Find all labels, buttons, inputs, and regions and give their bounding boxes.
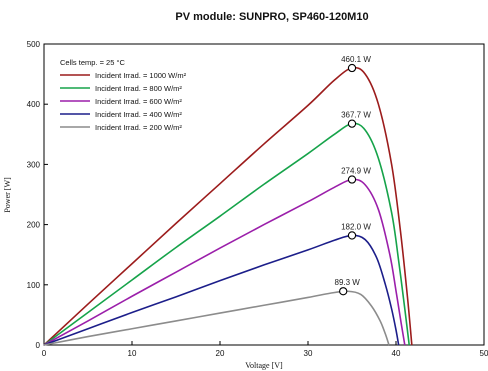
- y-tick-label-0: 0: [36, 341, 41, 350]
- mpp-point-1: [347, 119, 357, 128]
- legend-label-2: Incident Irrad. = 600 W/m²: [95, 97, 182, 106]
- mpp-point-2: [347, 175, 357, 184]
- mpp-point-0: [347, 63, 357, 73]
- series-layer: [43, 66, 413, 346]
- x-tick-label-1: 10: [128, 349, 137, 358]
- mpp-label-4: 89.3 W: [335, 278, 361, 287]
- mpp-label-3: 182.0 W: [341, 222, 371, 231]
- series-line-0: [43, 66, 413, 346]
- legend-header: Cells temp. = 25 °C: [60, 58, 125, 67]
- y-tick-label-4: 400: [27, 100, 41, 109]
- legend-label-4: Incident Irrad. = 200 W/m²: [95, 123, 182, 132]
- mpp-point-3: [347, 231, 357, 240]
- legend-label-3: Incident Irrad. = 400 W/m²: [95, 110, 182, 119]
- mpp-label-1: 367.7 W: [341, 111, 371, 120]
- series-line-4: [43, 290, 390, 346]
- x-tick-label-5: 50: [480, 349, 488, 358]
- series-line-2: [43, 178, 406, 346]
- series-line-1: [43, 122, 410, 346]
- x-tick-label-0: 0: [42, 349, 47, 358]
- mpp-point-4: [339, 287, 348, 296]
- y-tick-label-5: 500: [27, 40, 41, 49]
- x-tick-label-3: 30: [304, 349, 313, 358]
- chart-title: PV module: SUNPRO, SP460-120M10: [175, 11, 368, 23]
- mpp-label-2: 274.9 W: [341, 167, 371, 176]
- y-tick-label-2: 200: [27, 221, 41, 230]
- y-tick-label-1: 100: [27, 281, 41, 290]
- series-line-3: [43, 234, 400, 346]
- x-axis-label: Voltage [V]: [245, 361, 283, 370]
- legend: Incident Irrad. = 1000 W/m² Incident Irra…: [60, 71, 187, 132]
- y-tick-label-3: 300: [27, 160, 41, 169]
- mpp-label-0: 460.1 W: [341, 55, 371, 64]
- legend-label-1: Incident Irrad. = 800 W/m²: [95, 84, 182, 93]
- x-tick-label-2: 20: [216, 349, 225, 358]
- mpp-markers: 460.1 W 367.7 W 274.9 W 182.0 W 89.3 W: [335, 55, 371, 296]
- legend-label-0: Incident Irrad. = 1000 W/m²: [95, 71, 187, 80]
- y-axis-label: Power [W]: [3, 177, 12, 213]
- x-tick-label-4: 40: [392, 349, 401, 358]
